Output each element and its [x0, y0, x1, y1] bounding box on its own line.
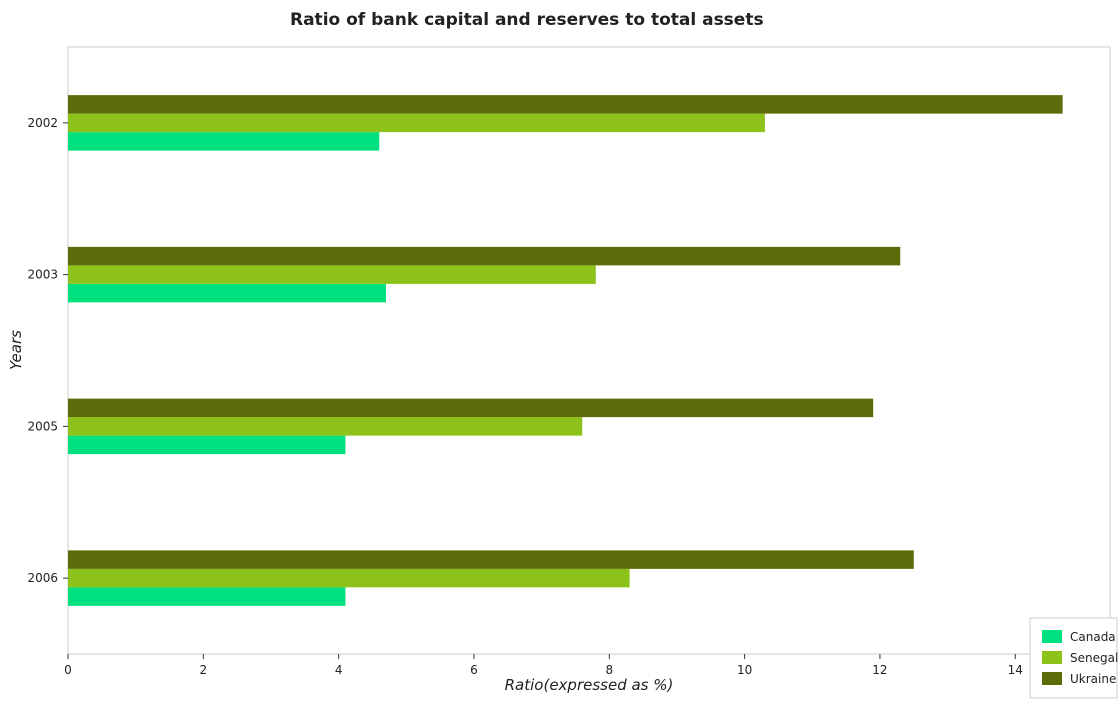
legend-swatch-ukraine — [1042, 672, 1062, 685]
y-tick-label: 2005 — [27, 419, 58, 433]
bar-senegal-2002 — [68, 113, 765, 133]
x-tick-label: 12 — [872, 663, 887, 677]
bars-layer — [68, 95, 1063, 606]
legend-label-canada: Canada — [1070, 630, 1116, 644]
legend-swatch-canada — [1042, 630, 1062, 643]
x-tick-label: 8 — [605, 663, 613, 677]
x-tick-label: 14 — [1008, 663, 1023, 677]
chart-title: Ratio of bank capital and reserves to to… — [290, 10, 764, 30]
x-ticks: 0 2 4 6 8 10 12 14 — [64, 654, 1023, 677]
x-tick-label: 10 — [737, 663, 752, 677]
legend-swatch-senegal — [1042, 651, 1062, 664]
x-axis-label: Ratio(expressed as %) — [505, 676, 674, 694]
bar-canada-2002 — [68, 132, 380, 151]
bar-ukraine-2005 — [68, 398, 874, 418]
bar-ukraine-2006 — [68, 550, 914, 569]
bar-canada-2003 — [68, 283, 387, 303]
bar-senegal-2006 — [68, 568, 630, 588]
x-tick-label: 6 — [470, 663, 478, 677]
y-tick-label: 2003 — [27, 268, 58, 282]
x-tick-label: 4 — [335, 663, 343, 677]
bar-canada-2005 — [68, 435, 346, 455]
legend-items: Canada Senegal Ukraine — [1042, 630, 1118, 686]
bar-canada-2006 — [68, 587, 346, 606]
legend: Canada Senegal Ukraine — [1029, 617, 1118, 699]
bar-senegal-2005 — [68, 417, 583, 436]
bar-senegal-2003 — [68, 265, 596, 284]
bar-ukraine-2002 — [68, 95, 1063, 114]
y-tick-label: 2002 — [27, 116, 58, 130]
x-tick-label: 2 — [200, 663, 208, 677]
legend-label-senegal: Senegal — [1070, 651, 1118, 665]
legend-label-ukraine: Ukraine — [1070, 672, 1116, 686]
bar-ukraine-2003 — [68, 246, 901, 266]
y-axis-label: Years — [7, 330, 25, 370]
x-tick-label: 0 — [64, 663, 72, 677]
y-tick-label: 2006 — [27, 571, 58, 585]
y-ticks: 2002 2003 2005 2006 — [27, 116, 68, 585]
